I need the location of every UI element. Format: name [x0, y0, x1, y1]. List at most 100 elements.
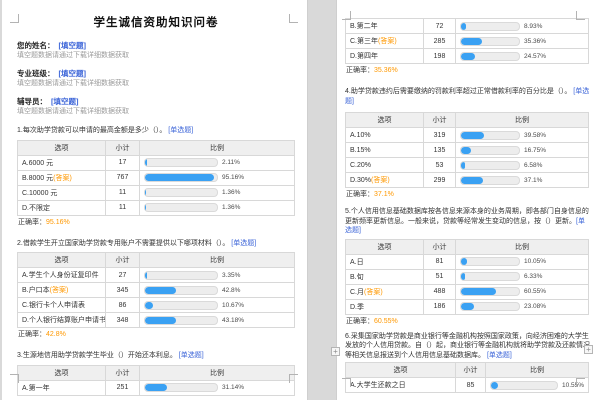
question-6-table: 选项 小计 比例 A.大学生还款之日 85 10.55%: [345, 362, 589, 393]
ratio-cell: 10.05%: [455, 253, 589, 270]
ratio-bar-fill: [145, 159, 147, 166]
single-choice-tag: [单选题]: [178, 352, 204, 359]
answer-suffix: (答案): [53, 174, 72, 182]
option-cell: D.不限定: [17, 199, 106, 216]
column-header-option: 选项: [345, 238, 424, 255]
ratio-bar-fill: [145, 174, 214, 181]
column-header-ratio: 比例: [485, 362, 589, 378]
margin-corner-mark: [342, 378, 351, 387]
ratio-percent: 16.75%: [524, 146, 547, 154]
field-note: 填空题数据请通过下载详细数据获取: [17, 80, 129, 87]
option-cell: C.银行卡个人申请表: [17, 297, 106, 313]
table-row: B.第二年 72 8.93%: [345, 18, 589, 34]
table-row: C.20% 53 6.58%: [345, 157, 589, 173]
correct-rate-label: 正确率：: [346, 191, 374, 198]
ratio-percent: 1.36%: [222, 189, 241, 196]
option-cell: D.第四年: [345, 48, 424, 64]
ratio-bar-track: [144, 270, 218, 280]
fill-blank-tag: [填空题]: [58, 69, 87, 78]
ratio-bar-fill: [461, 176, 483, 184]
ratio-percent: 10.67%: [222, 301, 245, 309]
option-cell: C.20%: [345, 157, 424, 173]
table-row: A.学生个人身份证复印件 27 3.35%: [17, 267, 295, 283]
ratio-cell: 35.36%: [455, 33, 589, 49]
ratio-bar-fill: [145, 301, 153, 309]
ratio-bar-track: [460, 175, 520, 185]
column-header-ratio: 比例: [455, 112, 589, 128]
table-row: A.第一年 251 31.14%: [17, 379, 295, 396]
ratio-bar-track: [460, 287, 520, 296]
table-row: D.个人银行结算账户申请书 348 43.18%: [17, 312, 295, 328]
single-choice-tag: [单选题]: [345, 217, 585, 235]
question-1-table: 选项 小计 比例 A.6000 元 17 2.11% B.8000 元(答案) …: [17, 139, 295, 216]
table-row: B.旬 51 6.33%: [345, 268, 589, 285]
fill-blank-field: 您的姓名： [填空题] 填空题数据请通过下载详细数据获取: [17, 41, 295, 60]
table-row: C.月(答案) 488 60.55%: [345, 283, 589, 300]
column-header-option: 选项: [17, 364, 106, 381]
answer-suffix: (答案): [378, 38, 397, 45]
table-add-button[interactable]: +: [584, 345, 593, 354]
ratio-percent: 8.93%: [524, 22, 543, 30]
count-cell: 17: [105, 154, 140, 171]
table-header-row: 选项 小计 比例: [17, 364, 295, 381]
answer-suffix: (答案): [364, 288, 383, 296]
count-cell: 81: [423, 253, 456, 270]
count-cell: 198: [423, 48, 456, 64]
option-cell: B.15%: [345, 142, 424, 158]
ratio-percent: 1.36%: [222, 204, 241, 211]
ratio-bar-track: [460, 51, 520, 61]
document-title: 学生诚信资助知识问卷: [93, 17, 219, 29]
count-cell: 488: [423, 283, 456, 300]
ratio-percent: 6.33%: [524, 273, 543, 280]
ratio-bar-fill: [491, 381, 498, 389]
single-choice-tag: [单选题]: [345, 88, 590, 105]
option-cell: D.个人银行结算账户申请书: [17, 312, 106, 328]
question-4-text: 4.助学贷款违约后需要缴纳的罚款利率超过正常借款利率的百分比是（）。 [单选题]: [345, 88, 590, 105]
ratio-bar-fill: [145, 384, 168, 391]
table-row: B.户口本(答案) 345 42.8%: [17, 282, 295, 298]
ratio-cell: 2.11%: [139, 154, 295, 171]
ratio-cell: 23.08%: [455, 298, 589, 315]
count-cell: 348: [105, 312, 140, 328]
option-cell: A.第一年: [17, 379, 106, 396]
table-move-handle[interactable]: +: [331, 347, 340, 356]
option-cell: C.第三年(答案): [345, 33, 424, 49]
option-cell: B.8000 元(答案): [17, 169, 106, 186]
count-cell: 53: [423, 157, 456, 173]
ratio-bar-fill: [461, 146, 471, 154]
ratio-bar-fill: [461, 131, 484, 139]
ratio-bar-track: [144, 315, 218, 325]
table-header-row: 选项 小计 比例: [345, 112, 589, 128]
count-cell: 86: [105, 297, 140, 313]
question-3-table-continued: B.第二年 72 8.93% C.第三年(答案) 285 35.36% D.第四…: [345, 18, 589, 64]
margin-corner-mark: [576, 11, 585, 20]
column-header-count: 小计: [455, 362, 486, 378]
column-header-count: 小计: [105, 252, 140, 268]
table-row: B.15% 135 16.75%: [345, 142, 589, 158]
ratio-percent: 37.1%: [524, 176, 543, 184]
ratio-bar-track: [460, 36, 520, 46]
table-header-row: 选项 小计 比例: [345, 238, 589, 255]
ratio-bar-fill: [461, 303, 475, 310]
margin-corner-mark: [10, 14, 19, 23]
column-header-count: 小计: [423, 112, 456, 128]
correct-rate: 正确率：95.16%: [18, 219, 295, 227]
ratio-bar-fill: [461, 52, 476, 60]
fill-blank-field: 专业班级： [填空题] 填空题数据请通过下载详细数据获取: [17, 69, 295, 88]
correct-rate-label: 正确率：: [346, 317, 374, 325]
correct-rate-label: 正确率：: [18, 218, 46, 226]
answer-suffix: (答案): [49, 287, 69, 294]
ratio-percent: 10.55%: [562, 381, 585, 389]
ratio-bar-fill: [145, 316, 177, 324]
column-header-count: 小计: [105, 139, 140, 156]
ratio-bar-track: [460, 130, 520, 140]
ratio-cell: 8.93%: [455, 18, 589, 34]
option-cell: A.6000 元: [17, 154, 106, 171]
table-row: B.8000 元(答案) 767 95.16%: [17, 169, 295, 186]
ratio-bar-track: [460, 145, 520, 155]
ratio-percent: 31.14%: [222, 384, 245, 391]
table-row: C.第三年(答案) 285 35.36%: [345, 33, 589, 49]
question-3-text: 3.生源地信用助学贷款学生毕业（）开始还本利息。 [单选题]: [17, 352, 204, 359]
option-cell: A.日: [345, 253, 424, 270]
table-row: D.30%(答案) 299 37.1%: [345, 172, 589, 188]
